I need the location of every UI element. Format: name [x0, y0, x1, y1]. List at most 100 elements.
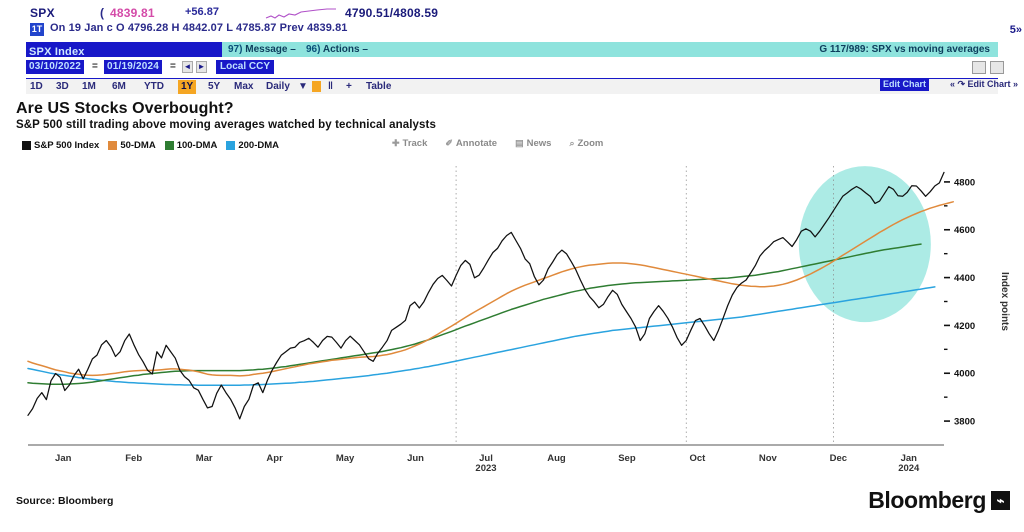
- page-indicator: 5»: [1009, 24, 1022, 36]
- chart-svg: 3800 4000 4200 4400 4600 4800 Index points Jan F…: [0, 150, 1024, 480]
- quote-bid-ask: 4790.51/4808.59: [345, 6, 439, 20]
- legend-swatch-spx: [22, 140, 31, 150]
- start-date-input[interactable]: 03/10/2022: [26, 60, 85, 74]
- period-selector-bar: 1D 3D 1M 6M YTD 1Y 5Y Max Daily ▼ ‖ + Ta…: [26, 78, 998, 94]
- quote-row-ohlc: 1T On 19 Jan c O 4796.28 H 4842.07 L 478…: [0, 22, 1024, 38]
- security-input[interactable]: SPX Index: [26, 42, 222, 58]
- quote-last-price: 4839.81: [110, 6, 155, 20]
- period-6m[interactable]: 6M: [112, 81, 126, 92]
- bloomberg-logo: Bloomberg ⌁: [868, 487, 1010, 514]
- svg-text:2024: 2024: [898, 463, 920, 474]
- svg-text:Dec: Dec: [830, 453, 847, 464]
- zoom-icon: ⌕: [569, 138, 575, 148]
- svg-text:2023: 2023: [475, 463, 496, 474]
- legend-item-spx[interactable]: S&P 500 Index: [22, 140, 99, 151]
- quote-row-primary: SPX ( 4839.81 +56.87 4790.51/4808.59: [0, 6, 1024, 22]
- news-icon: ▤: [515, 138, 524, 148]
- quote-ticker[interactable]: SPX: [30, 6, 55, 20]
- chart-toolbar: ✚ Track ✐ Annotate ▤ News ⌕ Zoom: [392, 136, 603, 151]
- table-button[interactable]: Table: [366, 81, 392, 92]
- brand-mark-icon: ⌁: [991, 491, 1010, 510]
- track-button[interactable]: ✚ Track: [392, 138, 427, 149]
- prev-arrow-icon[interactable]: ◄: [182, 61, 193, 73]
- legend-label-50dma: 50-DMA: [120, 139, 156, 151]
- page-subtitle: S&P 500 still trading above moving avera…: [16, 119, 436, 131]
- zoom-label: Zoom: [577, 138, 604, 149]
- svg-text:Feb: Feb: [125, 453, 142, 464]
- svg-text:Jan: Jan: [55, 453, 72, 464]
- quote-period-badge[interactable]: 1T: [30, 23, 44, 36]
- page-title: Are US Stocks Overbought?: [16, 100, 234, 117]
- end-date-equals: =: [170, 61, 176, 72]
- pause-icon[interactable]: ‖: [328, 81, 333, 92]
- actions-button[interactable]: 96) Actions –: [306, 44, 368, 55]
- legend-item-200dma[interactable]: 200-DMA: [226, 140, 279, 151]
- header-icon-button-2[interactable]: [990, 61, 1004, 74]
- svg-text:4800: 4800: [954, 177, 975, 188]
- quote-ohlc-text: On 19 Jan c O 4796.28 H 4842.07 L 4785.8…: [50, 22, 348, 34]
- svg-text:4600: 4600: [954, 225, 975, 236]
- period-ytd[interactable]: YTD: [144, 81, 164, 92]
- svg-text:4000: 4000: [954, 369, 975, 380]
- svg-text:May: May: [336, 453, 355, 464]
- chart-legend: S&P 500 Index 50-DMA 100-DMA 200-DMA: [22, 138, 279, 152]
- legend-swatch-50dma: [108, 140, 118, 150]
- source-note: Source: Bloomberg: [16, 495, 114, 507]
- chevron-down-icon-2: –: [362, 44, 368, 55]
- period-1m[interactable]: 1M: [82, 81, 96, 92]
- message-button[interactable]: 97) Message –: [228, 44, 296, 55]
- terminal-action-bar: 97) Message – 96) Actions – G 117/989: S…: [222, 42, 998, 57]
- legend-label-spx: S&P 500 Index: [34, 139, 100, 151]
- start-date-equals: =: [92, 61, 98, 72]
- currency-selector[interactable]: Local CCY: [216, 60, 275, 74]
- quote-open-paren: (: [100, 6, 104, 20]
- legend-label-200dma: 200-DMA: [238, 139, 279, 151]
- zoom-button[interactable]: ⌕ Zoom: [569, 138, 603, 149]
- function-title: G 117/989: SPX vs moving averages: [819, 44, 990, 55]
- edit-chart-controls[interactable]: « ↷ Edit Chart »: [950, 79, 1019, 89]
- svg-text:Nov: Nov: [759, 453, 778, 464]
- sparkline-icon: [265, 8, 336, 19]
- annotate-button[interactable]: ✐ Annotate: [445, 138, 497, 149]
- news-label: News: [526, 138, 552, 149]
- crosshair-icon: ✚: [392, 138, 400, 148]
- add-icon[interactable]: +: [346, 81, 352, 92]
- chevron-down-icon: –: [290, 44, 296, 55]
- svg-text:Jul: Jul: [479, 453, 493, 464]
- legend-item-50dma[interactable]: 50-DMA: [108, 139, 156, 151]
- svg-text:Apr: Apr: [266, 453, 283, 464]
- header-icon-button-1[interactable]: [972, 61, 986, 74]
- svg-text:Mar: Mar: [196, 453, 213, 464]
- edit-chart-chip[interactable]: Edit Chart: [880, 78, 930, 91]
- svg-text:4200: 4200: [954, 321, 975, 332]
- svg-text:Sep: Sep: [618, 453, 636, 464]
- period-5y[interactable]: 5Y: [208, 81, 221, 92]
- period-3d[interactable]: 3D: [56, 81, 69, 92]
- news-button[interactable]: ▤ News: [515, 138, 551, 149]
- end-date-input[interactable]: 01/19/2024: [104, 60, 163, 74]
- period-max[interactable]: Max: [234, 81, 254, 92]
- svg-text:Aug: Aug: [547, 453, 566, 464]
- track-label: Track: [402, 138, 428, 149]
- frequency-selector[interactable]: Daily: [266, 81, 290, 92]
- color-chip[interactable]: [312, 81, 321, 92]
- frequency-caret-icon[interactable]: ▼: [298, 81, 308, 92]
- svg-text:Jun: Jun: [407, 453, 424, 464]
- security-input-value: SPX Index: [29, 46, 85, 58]
- next-arrow-icon[interactable]: ►: [196, 61, 207, 73]
- pencil-icon: ✐: [445, 138, 453, 148]
- legend-swatch-200dma: [226, 140, 236, 150]
- svg-text:Oct: Oct: [689, 453, 706, 464]
- period-1y[interactable]: 1Y: [178, 80, 197, 94]
- svg-text:4400: 4400: [954, 273, 975, 284]
- brand-name: Bloomberg: [868, 487, 986, 513]
- period-1d[interactable]: 1D: [30, 81, 43, 92]
- date-range-bar: 03/10/2022 = 01/19/2024 = ◄ ► Local CCY: [26, 60, 998, 75]
- legend-swatch-100dma: [164, 140, 174, 150]
- svg-text:Index points: Index points: [999, 272, 1010, 331]
- svg-text:Jan: Jan: [901, 453, 918, 464]
- legend-item-100dma[interactable]: 100-DMA: [164, 139, 218, 151]
- legend-label-100dma: 100-DMA: [176, 139, 218, 151]
- chart-plot-area[interactable]: 3800 4000 4200 4400 4600 4800 Index points Jan F…: [0, 150, 1024, 480]
- svg-text:3800: 3800: [954, 416, 975, 427]
